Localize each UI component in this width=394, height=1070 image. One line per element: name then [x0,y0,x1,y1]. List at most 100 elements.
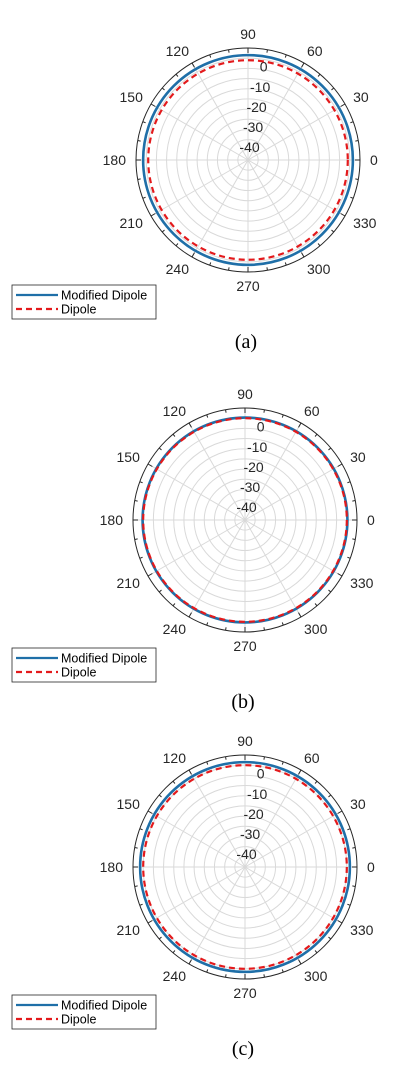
boundary-tick [284,262,287,266]
boundary-tick [147,463,153,467]
boundary-tick [266,267,268,271]
boundary-tick [147,810,153,814]
boundary-tick [175,243,179,247]
boundary-tick [191,252,195,258]
boundary-tick [281,969,284,973]
boundary-tick [328,936,332,940]
boundary-tick [284,54,287,58]
boundary-tick [263,974,265,978]
boundary-tick [317,243,321,247]
boundary-tick [301,62,305,68]
angle-tick-label: 0 [367,859,375,875]
boundary-tick [228,267,230,271]
boundary-tick [331,229,335,233]
legend-box [11,994,157,1030]
boundary-tick [137,140,141,142]
radial-tick-label: -10 [250,79,270,95]
angle-tick-label: 210 [117,575,141,591]
angle-tick-label: 60 [307,43,323,59]
angle-tick-label: 300 [307,261,331,277]
boundary-tick [142,196,146,199]
angle-tick-label: 210 [117,922,141,938]
boundary-tick [263,627,265,631]
radial-tick-label: -10 [247,439,267,455]
angle-tick-label: 120 [166,43,190,59]
grid-spoke [244,810,343,868]
legend-label: Modified Dipole [61,999,147,1013]
boundary-tick [328,447,332,451]
boundary-tick [314,603,318,607]
boundary-tick [350,121,354,124]
boundary-tick [340,103,346,107]
radial-tick-label: -30 [240,479,260,495]
boundary-tick [158,936,162,940]
grid-spoke [188,519,246,618]
boundary-tick [206,622,209,626]
grid-spoke [247,62,305,161]
boundary-tick [158,589,162,593]
radial-tick-label: -40 [236,846,256,862]
boundary-tick [347,828,351,831]
boundary-tick [191,62,195,68]
grid-spoke [147,519,246,577]
radial-tick-label: -20 [243,459,263,475]
radial-tick-label: -20 [243,806,263,822]
boundary-tick [147,573,153,577]
angle-tick-label: 90 [237,733,253,749]
boundary-tick [134,538,138,540]
grid-spoke [244,769,302,868]
grid-spoke [191,159,249,258]
boundary-tick [172,603,176,607]
grid-spoke [247,103,346,161]
boundary-tick [281,414,284,418]
angle-tick-label: 270 [233,638,257,654]
angle-tick-label: 90 [237,386,253,402]
boundary-tick [161,229,165,233]
legend-box [11,284,157,320]
boundary-tick [314,950,318,954]
boundary-tick [188,769,192,775]
boundary-tick [352,885,356,887]
boundary-tick [228,49,230,53]
radial-tick-label: -40 [236,499,256,515]
angle-tick-label: 210 [120,215,144,231]
grid-spoke [188,866,246,965]
angle-tick-label: 120 [163,403,187,419]
boundary-tick [134,885,138,887]
boundary-tick [158,794,162,798]
boundary-tick [337,463,343,467]
legend-label: Dipole [61,666,96,680]
boundary-tick [314,433,318,437]
boundary-tick [158,447,162,451]
boundary-tick [209,262,212,266]
boundary-tick [355,178,359,180]
angle-tick-label: 240 [163,621,187,637]
angle-tick-label: 150 [117,796,141,812]
angle-tick-label: 330 [350,575,374,591]
angle-tick-label: 240 [163,968,187,984]
grid-spoke [244,422,302,521]
boundary-tick [206,414,209,418]
radial-tick-label: 0 [260,59,268,75]
boundary-tick [172,433,176,437]
boundary-tick [298,612,302,618]
figure-caption: (c) [232,1038,254,1060]
boundary-tick [352,847,356,849]
radial-tick-label: 0 [257,766,265,782]
polar-chart: 0 30 60 90 120 150 180 210 240 270 300 330 0 -10 -20 -3… [11,386,375,713]
angle-tick-label: 30 [350,796,366,812]
grid-spoke [247,159,346,217]
boundary-tick [142,121,146,124]
angle-tick-label: 0 [370,152,378,168]
boundary-tick [150,213,156,217]
boundary-tick [209,54,212,58]
boundary-tick [355,140,359,142]
grid-spoke [147,810,246,868]
boundary-tick [263,409,265,413]
grid-spoke [247,159,305,258]
angle-tick-label: 180 [103,152,127,168]
boundary-tick [134,847,138,849]
